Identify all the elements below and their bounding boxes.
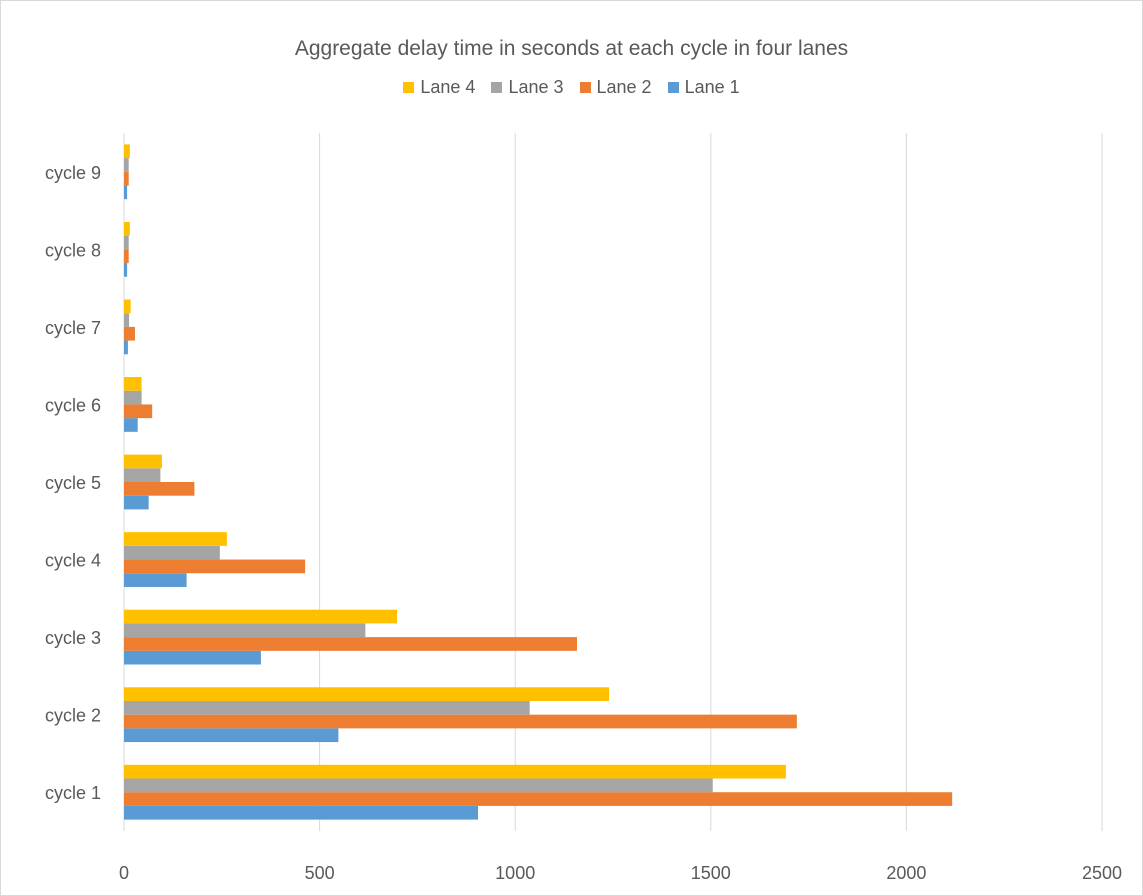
bar-lane-4 xyxy=(124,299,131,314)
legend-item: Lane 1 xyxy=(667,77,740,98)
category-label: cycle 8 xyxy=(45,240,101,260)
bar-lane-2 xyxy=(124,171,129,186)
bar-lane-4 xyxy=(124,454,162,469)
bar-lane-3 xyxy=(124,390,142,405)
legend-label: Lane 1 xyxy=(684,77,740,97)
legend-swatch xyxy=(403,82,415,93)
category-label: cycle 9 xyxy=(45,163,101,183)
x-tick-label: 1000 xyxy=(495,863,535,883)
bar-lane-1 xyxy=(124,340,128,355)
bar-lane-1 xyxy=(124,573,187,587)
legend-item: Lane 4 xyxy=(403,77,475,98)
legend-item: Lane 3 xyxy=(491,77,564,98)
bar-lane-4 xyxy=(124,532,227,546)
category-label: cycle 5 xyxy=(45,473,101,493)
legend-swatch xyxy=(491,82,503,93)
category-label: cycle 2 xyxy=(45,706,101,726)
bar-lane-3 xyxy=(124,468,161,482)
bar-lane-3 xyxy=(124,623,366,638)
bar-lane-4 xyxy=(124,764,786,779)
bar-lane-1 xyxy=(124,263,128,277)
legend-label: Lane 2 xyxy=(596,77,652,97)
bar-lane-4 xyxy=(124,609,398,624)
bar-lane-2 xyxy=(124,637,578,651)
bar-lane-1 xyxy=(124,650,261,665)
x-tick-label: 2000 xyxy=(886,863,926,883)
bar-lane-3 xyxy=(124,545,220,560)
category-label: cycle 6 xyxy=(45,395,101,415)
legend-label: Lane 4 xyxy=(420,77,476,97)
bar-lane-4 xyxy=(124,377,142,391)
x-tick-label: 0 xyxy=(119,863,129,883)
bar-lane-1 xyxy=(124,418,138,432)
category-label: cycle 7 xyxy=(45,318,101,338)
bar-lane-2 xyxy=(124,792,953,806)
bar-lane-1 xyxy=(124,728,339,743)
bar-lane-2 xyxy=(124,714,797,729)
legend-swatch xyxy=(667,82,679,93)
bar-lane-4 xyxy=(124,687,610,701)
chart-legend: Lane 4 Lane 3 Lane 2 Lane 1 xyxy=(1,77,1142,98)
legend-label: Lane 3 xyxy=(508,77,564,97)
bar-lane-3 xyxy=(124,313,130,327)
chart-title: Aggregate delay time in seconds at each … xyxy=(294,37,849,60)
x-tick-label: 500 xyxy=(305,863,335,883)
bar-lane-3 xyxy=(124,778,713,793)
bar-lane-3 xyxy=(124,700,530,715)
bar-lane-2 xyxy=(124,482,195,496)
bar-lane-1 xyxy=(124,805,479,820)
bar-lane-3 xyxy=(124,158,129,172)
legend-swatch xyxy=(579,82,591,93)
bar-lane-1 xyxy=(124,495,149,510)
legend-item: Lane 2 xyxy=(579,77,652,98)
bar-lane-2 xyxy=(124,404,153,419)
x-tick-label: 1500 xyxy=(691,863,731,883)
bar-lane-2 xyxy=(124,249,129,264)
category-label: cycle 4 xyxy=(45,551,101,571)
bar-lane-4 xyxy=(124,144,130,159)
category-label: cycle 3 xyxy=(45,628,101,648)
bar-lane-1 xyxy=(124,185,128,200)
bar-lane-4 xyxy=(124,221,130,236)
bar-lane-3 xyxy=(124,235,129,250)
bar-lane-2 xyxy=(124,559,306,574)
x-tick-label: 2500 xyxy=(1082,863,1122,883)
category-label: cycle 1 xyxy=(45,783,101,803)
bar-lane-2 xyxy=(124,326,135,341)
